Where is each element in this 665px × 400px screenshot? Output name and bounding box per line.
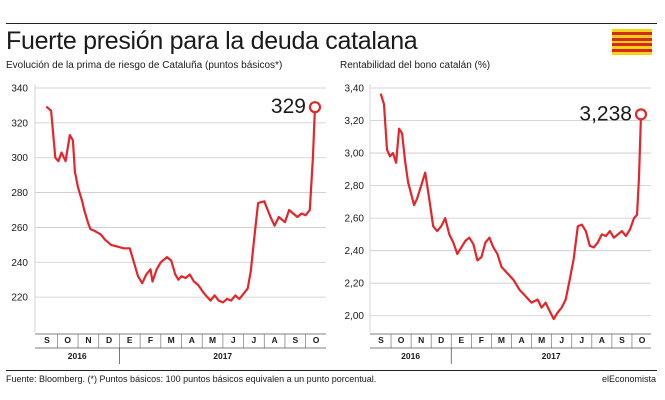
month-label: J <box>559 335 564 345</box>
year-label: 2016 <box>401 351 420 361</box>
month-label: D <box>106 335 112 345</box>
flag-stripe <box>612 37 652 41</box>
month-label: S <box>378 335 384 345</box>
y-tick-label: 2,80 <box>345 181 365 192</box>
flag-stripe <box>612 52 652 56</box>
month-label: J <box>252 335 257 345</box>
year-label: 2017 <box>213 351 232 361</box>
year-label: 2017 <box>542 351 561 361</box>
month-label: A <box>272 335 278 345</box>
month-label: D <box>438 335 444 345</box>
month-label: J <box>231 335 236 345</box>
month-label: O <box>639 335 646 345</box>
risk-premium-chart: 220 240 260 280 300 320 340 S O N D E F M A M J J A S O 2016 2… <box>11 84 326 364</box>
y-tick-label: 220 <box>11 293 28 304</box>
month-label: S <box>619 335 625 345</box>
month-label: J <box>579 335 584 345</box>
chart-title-risk-premium: Evolución de la prima de riesgo de Catal… <box>6 60 283 71</box>
y-tick-label: 280 <box>11 188 28 199</box>
y-tick-label: 2,00 <box>345 311 365 322</box>
y-tick-label: 2,40 <box>345 246 365 257</box>
month-label: N <box>85 335 91 345</box>
y-tick-label: 3,20 <box>345 116 365 127</box>
y-tick-label: 260 <box>11 223 28 234</box>
top-rule <box>6 23 657 24</box>
y-tick-label: 300 <box>11 153 28 164</box>
month-label: A <box>599 335 605 345</box>
flag-stripe <box>612 34 652 38</box>
brand-label: elEconomista <box>601 374 656 384</box>
month-label: A <box>189 335 195 345</box>
month-label: S <box>292 335 298 345</box>
y-tick-label: 320 <box>11 118 28 129</box>
month-label: M <box>209 335 216 345</box>
month-label: E <box>458 335 464 345</box>
flag-stripe <box>612 29 652 32</box>
y-tick-label: 3,40 <box>345 84 365 95</box>
data-point <box>634 108 648 121</box>
y-tick-label: 2,20 <box>345 279 365 290</box>
month-label: M <box>538 335 545 345</box>
series-line <box>45 106 317 304</box>
flag-stripe <box>612 31 652 35</box>
catalan-flag-icon <box>612 29 652 56</box>
data-label: 329 <box>271 95 306 118</box>
data-point <box>308 101 322 114</box>
month-label: S <box>44 335 50 345</box>
chart-title-bond-yield: Rentabilidad del bono catalán (%) <box>340 60 491 71</box>
month-label: O <box>313 335 320 345</box>
bond-yield-chart: 2,00 2,20 2,40 2,60 2,80 3,00 3,20 3,40 S O N D E F M A… <box>345 84 651 364</box>
flag-stripe <box>612 46 652 50</box>
y-tick-label: 240 <box>11 258 28 269</box>
month-label: F <box>479 335 484 345</box>
flag-stripe <box>612 43 652 47</box>
series-line <box>379 93 643 321</box>
month-label: O <box>398 335 405 345</box>
month-label: F <box>148 335 153 345</box>
source-note: Fuente: Bloomberg. (*) Puntos básicos: 1… <box>6 374 377 384</box>
footer-rule <box>6 370 657 371</box>
month-label: M <box>498 335 505 345</box>
month-label: E <box>127 335 133 345</box>
data-label: 3,238 <box>579 102 632 125</box>
month-label: A <box>518 335 524 345</box>
flag-stripe <box>612 49 652 53</box>
year-label: 2016 <box>68 351 87 361</box>
y-tick-label: 2,60 <box>345 214 365 225</box>
month-label: M <box>168 335 175 345</box>
y-tick-label: 3,00 <box>345 149 365 160</box>
flag-stripe <box>612 40 652 44</box>
y-tick-label: 340 <box>11 84 28 95</box>
month-label: N <box>418 335 424 345</box>
page-title: Fuerte presión para la deuda catalana <box>6 27 418 55</box>
month-label: O <box>64 335 71 345</box>
